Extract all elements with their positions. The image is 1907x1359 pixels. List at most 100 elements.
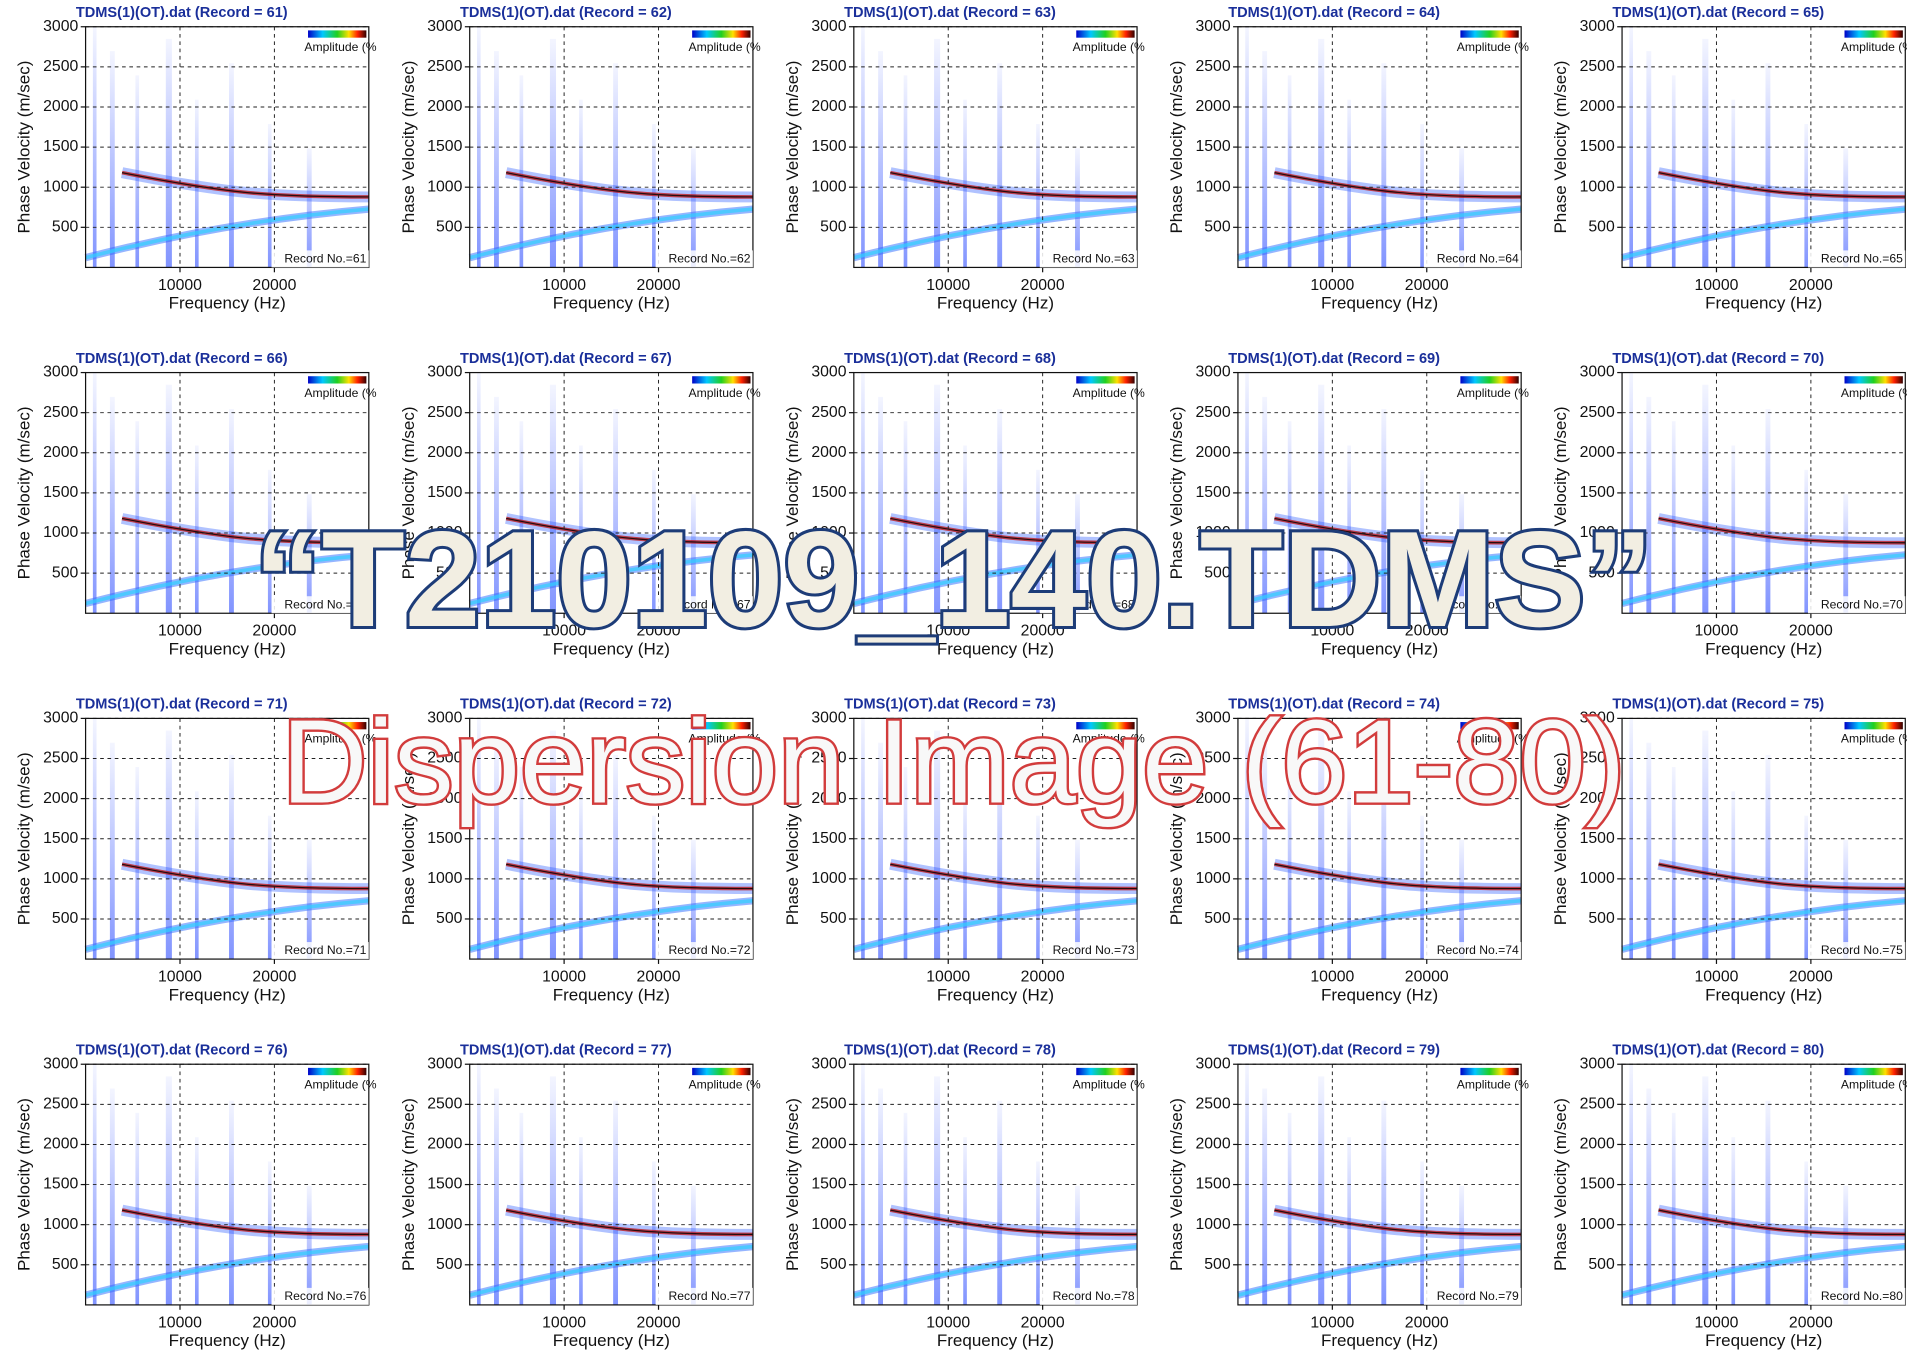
y-axis-label: Phase Velocity (m/sec) [399, 752, 418, 925]
x-tick-label: 10000 [158, 1314, 202, 1331]
record-label: Record No.=75 [1821, 943, 1903, 957]
y-tick-label: 1500 [1195, 1176, 1230, 1193]
x-tick-label: 20000 [1405, 623, 1449, 640]
panel-title: TDMS(1)(OT).dat (Record = 67) [460, 351, 672, 367]
x-tick-label: 10000 [1310, 277, 1354, 294]
y-tick-label: 2500 [811, 1096, 846, 1113]
colorbar [1844, 376, 1903, 384]
y-tick-label: 1500 [1580, 138, 1615, 155]
y-tick-label: 2000 [811, 790, 846, 807]
y-tick-label: 2500 [427, 750, 462, 767]
colorbar [1076, 722, 1135, 730]
y-tick-label: 500 [820, 1256, 847, 1273]
chart-panel: 500 1000 1500 2000 2500 3000 10000 20000 Amplitu… [1167, 5, 1529, 313]
legend-label: Amplitude (% [689, 1078, 761, 1092]
overlay-title: “T210109_140.TDMS” [254, 503, 1654, 655]
y-axis-label: Phase Velocity (m/sec) [783, 752, 802, 925]
y-tick-label: 3000 [427, 710, 462, 727]
x-tick-label: 20000 [252, 1314, 296, 1331]
x-tick-label: 20000 [1789, 277, 1833, 294]
annotation-box [1808, 942, 1906, 960]
annotation-box [1039, 1287, 1138, 1305]
y-tick-label: 2000 [811, 1136, 846, 1153]
panel-title: TDMS(1)(OT).dat (Record = 73) [844, 697, 1056, 713]
x-axis-label: Frequency (Hz) [1321, 985, 1438, 1004]
colorbar [1460, 376, 1519, 384]
y-tick-label: 2500 [427, 1096, 462, 1113]
y-tick-label: 2000 [1580, 790, 1615, 807]
annotation-box [655, 1287, 753, 1305]
panel-title: TDMS(1)(OT).dat (Record = 63) [844, 5, 1056, 21]
y-tick-label: 3000 [1195, 18, 1230, 35]
y-tick-label: 2500 [427, 404, 462, 421]
legend-label: Amplitude (% [1073, 732, 1145, 746]
y-axis-label: Phase Velocity (m/sec) [1551, 406, 1570, 579]
plot-frame [1621, 1063, 1906, 1306]
y-tick-label: 2000 [1195, 98, 1230, 115]
y-tick-label: 1500 [43, 484, 78, 501]
annotation-box [271, 942, 369, 960]
record-label: Record No.=72 [669, 943, 751, 957]
colorbar [308, 30, 367, 38]
y-tick-label: 2000 [1195, 444, 1230, 461]
y-tick-label: 500 [52, 1256, 79, 1273]
x-tick-label: 20000 [1789, 623, 1833, 640]
x-tick-label: 20000 [1021, 277, 1065, 294]
panel-title: TDMS(1)(OT).dat (Record = 71) [76, 697, 288, 713]
plot-frame [853, 717, 1138, 960]
x-tick-label: 20000 [1021, 968, 1065, 985]
panel-title: TDMS(1)(OT).dat (Record = 76) [76, 1043, 288, 1059]
y-tick-label: 500 [1204, 564, 1231, 581]
y-tick-label: 1500 [1195, 138, 1230, 155]
y-tick-label: 1000 [1580, 1216, 1615, 1233]
y-tick-label: 1500 [1580, 484, 1615, 501]
y-tick-label: 1000 [43, 524, 78, 541]
legend-label: Amplitude (% [1073, 40, 1145, 54]
y-tick-label: 3000 [427, 1055, 462, 1072]
y-tick-label: 500 [52, 218, 79, 235]
y-tick-label: 3000 [1580, 1055, 1615, 1072]
x-tick-label: 10000 [1310, 623, 1354, 640]
panel-title: TDMS(1)(OT).dat (Record = 66) [76, 351, 288, 367]
annotation-box [1808, 596, 1906, 614]
x-tick-label: 20000 [637, 277, 681, 294]
colorbar [692, 1067, 751, 1076]
record-label: Record No.=69 [1437, 597, 1519, 611]
y-tick-label: 1500 [1580, 1176, 1615, 1193]
panel-title: TDMS(1)(OT).dat (Record = 77) [460, 1043, 672, 1059]
y-tick-label: 2000 [43, 98, 78, 115]
x-tick-label: 20000 [1789, 1314, 1833, 1331]
y-axis-label: Phase Velocity (m/sec) [1167, 61, 1186, 234]
x-tick-label: 20000 [1405, 968, 1449, 985]
plot-frame [1621, 26, 1906, 269]
y-tick-label: 2500 [811, 58, 846, 75]
plot-frame [84, 371, 370, 614]
y-tick-label: 3000 [811, 1055, 846, 1072]
y-axis-label: Phase Velocity (m/sec) [783, 1098, 802, 1271]
x-axis-label: Frequency (Hz) [553, 294, 670, 313]
panel-title: TDMS(1)(OT).dat (Record = 65) [1612, 5, 1824, 21]
y-tick-label: 2000 [43, 790, 78, 807]
y-tick-label: 2500 [811, 404, 846, 421]
y-tick-label: 3000 [811, 18, 846, 35]
annotation-box [271, 596, 369, 614]
chart-panel: 500 1000 1500 2000 2500 3000 10000 20000 Amplitu… [399, 5, 761, 313]
y-tick-label: 2500 [1580, 1096, 1615, 1113]
y-tick-label: 1000 [43, 178, 78, 195]
y-tick-label: 3000 [811, 710, 846, 727]
record-label: Record No.=63 [1053, 252, 1135, 266]
y-tick-label: 1000 [1580, 178, 1615, 195]
record-label: Record No.=80 [1821, 1289, 1903, 1303]
y-axis-label: Phase Velocity (m/sec) [1167, 406, 1186, 579]
y-axis-label: Phase Velocity (m/sec) [1167, 1098, 1186, 1271]
y-tick-label: 1500 [43, 1176, 78, 1193]
y-tick-label: 1000 [1195, 870, 1230, 887]
annotation-box [655, 250, 753, 268]
panel-grid: 500 1000 1500 2000 2500 3000 10000 20000 Amplitu… [15, 5, 1907, 1350]
x-tick-label: 10000 [1694, 623, 1738, 640]
y-tick-label: 2500 [1195, 58, 1230, 75]
y-axis-label: Phase Velocity (m/sec) [15, 752, 34, 925]
y-tick-label: 2000 [427, 1136, 462, 1153]
x-tick-label: 20000 [1405, 277, 1449, 294]
